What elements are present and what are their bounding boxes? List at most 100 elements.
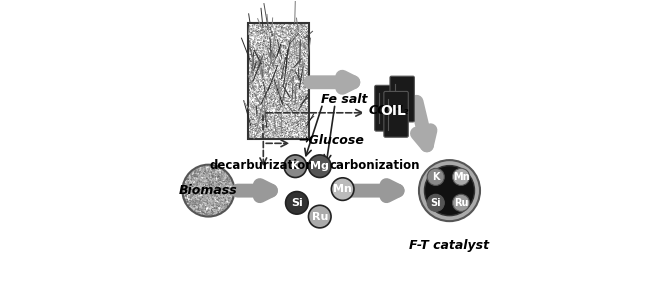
Point — [277, 74, 288, 79]
Point — [293, 47, 304, 52]
Point — [266, 100, 277, 105]
Point — [267, 33, 277, 38]
Point — [219, 200, 229, 205]
Point — [279, 72, 289, 77]
Point — [287, 59, 298, 64]
Point — [215, 204, 226, 209]
Point — [193, 185, 204, 190]
Point — [285, 41, 296, 46]
Point — [268, 92, 279, 97]
Point — [264, 99, 275, 103]
Point — [258, 80, 269, 85]
Point — [254, 32, 265, 37]
Point — [200, 196, 211, 201]
Point — [273, 112, 284, 117]
Point — [243, 117, 253, 122]
Point — [268, 21, 279, 26]
Point — [186, 177, 197, 182]
Point — [245, 125, 256, 130]
Point — [221, 201, 232, 206]
Point — [261, 74, 271, 79]
Point — [257, 68, 267, 73]
Point — [250, 115, 261, 120]
Point — [287, 134, 297, 139]
Point — [302, 75, 313, 80]
Point — [303, 55, 314, 60]
Point — [281, 83, 292, 88]
Point — [247, 96, 257, 101]
Point — [202, 169, 213, 174]
Point — [191, 168, 202, 173]
Point — [247, 82, 258, 87]
Point — [253, 40, 263, 45]
Point — [187, 193, 198, 198]
Point — [214, 192, 225, 197]
Point — [221, 187, 232, 192]
Point — [217, 203, 228, 208]
Point — [281, 30, 292, 35]
Point — [285, 109, 296, 114]
Point — [264, 124, 275, 129]
Point — [262, 57, 273, 62]
Point — [182, 178, 193, 183]
Point — [245, 135, 255, 140]
Point — [257, 114, 268, 119]
Point — [216, 178, 227, 183]
Point — [268, 123, 279, 128]
Point — [262, 83, 273, 87]
Point — [287, 123, 297, 128]
Point — [257, 67, 268, 72]
Point — [260, 28, 271, 33]
Point — [266, 39, 277, 44]
Point — [224, 190, 235, 195]
Point — [267, 66, 278, 71]
Point — [183, 191, 194, 196]
Point — [223, 172, 233, 177]
Point — [268, 55, 279, 60]
Point — [249, 125, 259, 130]
Point — [193, 183, 203, 188]
Point — [203, 209, 213, 213]
Point — [273, 119, 284, 124]
Point — [270, 31, 281, 36]
Point — [195, 189, 205, 194]
Point — [246, 127, 257, 132]
Point — [292, 89, 303, 94]
Point — [297, 89, 308, 94]
Point — [291, 52, 301, 57]
Point — [246, 20, 257, 25]
Point — [274, 58, 285, 63]
Point — [275, 30, 286, 35]
Point — [266, 32, 277, 37]
Point — [275, 126, 286, 131]
Point — [208, 184, 219, 189]
Point — [289, 45, 299, 50]
Point — [287, 72, 297, 77]
Point — [210, 209, 221, 214]
Point — [283, 60, 294, 65]
Point — [255, 135, 266, 140]
Point — [246, 30, 257, 35]
Point — [213, 195, 224, 200]
Point — [302, 34, 313, 38]
Point — [203, 200, 213, 205]
Point — [193, 197, 203, 202]
Point — [293, 26, 303, 31]
Point — [247, 51, 257, 56]
Point — [253, 33, 263, 38]
Point — [261, 98, 271, 103]
Point — [243, 53, 254, 58]
Point — [295, 87, 305, 92]
Point — [261, 25, 271, 30]
Point — [298, 51, 309, 56]
Point — [285, 93, 295, 98]
Point — [253, 125, 263, 130]
Point — [253, 40, 264, 45]
Point — [262, 27, 273, 32]
Point — [250, 40, 261, 45]
Point — [245, 85, 256, 90]
Point — [246, 45, 257, 50]
Point — [266, 63, 277, 68]
Point — [189, 181, 200, 186]
Point — [203, 187, 213, 192]
